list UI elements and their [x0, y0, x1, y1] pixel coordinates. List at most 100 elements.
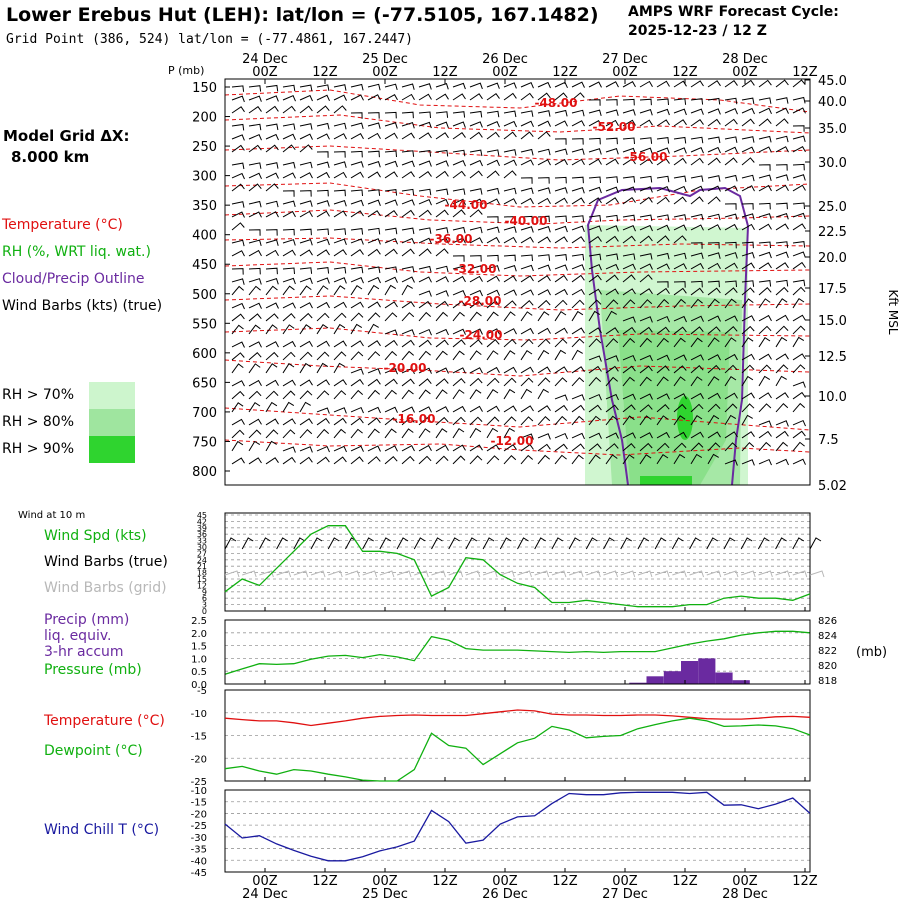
wind-barb: [435, 290, 449, 297]
wind-barb: [503, 311, 516, 322]
wind-barb: [469, 131, 483, 140]
wind-barb: [656, 287, 670, 296]
wind-barb: [537, 264, 551, 271]
wind-barb: [435, 160, 449, 167]
wind-barb: [265, 341, 279, 348]
wind-barb: [367, 406, 381, 414]
wind-barb: [571, 176, 584, 184]
wind-barb: [282, 285, 295, 296]
wind-barb: [384, 284, 397, 296]
grid-wind-barb: [345, 570, 360, 578]
wind-barb: [282, 190, 295, 197]
wind-barb: [401, 132, 415, 140]
wind-barb: [350, 340, 364, 348]
wind-barb: [622, 263, 636, 270]
wind-barb: [469, 82, 483, 90]
grid-wind-barb: [276, 570, 292, 578]
wind-barb: [775, 314, 789, 322]
wind-barb: [656, 393, 670, 400]
wind-barb: [265, 144, 279, 153]
wind-barb: [520, 177, 533, 184]
temperature-panel-frame: [224, 689, 811, 782]
grid-wind-barb: [500, 570, 515, 578]
wind-barb: [418, 416, 432, 426]
height-tick-label: 22.5: [818, 225, 847, 240]
wind-barb: [775, 251, 789, 258]
wind-barb: [537, 454, 551, 465]
wind-barb: [639, 354, 653, 362]
wind-barb: [248, 229, 261, 236]
wind-barb: [248, 351, 262, 361]
wind-barb: [316, 228, 329, 236]
wind-barb: [554, 158, 568, 166]
wind-chill-tick-label: -30: [191, 833, 207, 844]
legend-3hr-accum: 3-hr accum: [44, 644, 124, 660]
precip-tick-label: 1.5: [191, 642, 207, 653]
wind-barb: [503, 388, 516, 400]
wind-barb: [435, 227, 449, 234]
wind-barb: [639, 119, 653, 127]
wind-barb: [469, 367, 483, 374]
wind-barb: [248, 457, 262, 465]
wind-barb: [520, 350, 533, 361]
wind-barb: [231, 341, 245, 348]
wind-barb: [571, 215, 585, 222]
legend-wind-chill: Wind Chill T (°C): [44, 822, 160, 838]
wind-barb: [265, 429, 279, 439]
wind-barb: [792, 381, 806, 388]
wind-barb: [724, 459, 738, 466]
wind-barb: [707, 354, 721, 361]
wind-barb: [486, 254, 499, 262]
wind-barb: [401, 248, 415, 257]
wind-barb: [299, 379, 313, 387]
wind-barb: [724, 376, 737, 387]
wind-barb: [265, 390, 279, 400]
wind-barb: [673, 98, 687, 105]
wind-barb: [435, 328, 449, 336]
wind-barb: [299, 285, 312, 296]
wind-barb: [690, 119, 704, 127]
grid-wind-barb: [328, 570, 343, 578]
grid-wind-barb: [586, 570, 601, 578]
wind-barb: [333, 266, 347, 274]
wind-barb: [605, 197, 619, 205]
wind-barb: [724, 280, 737, 288]
wind-barb: [537, 349, 550, 361]
true-wind-barb: [585, 537, 598, 550]
wind-barb: [571, 310, 584, 322]
wind-barb: [707, 262, 721, 270]
wind-barb: [452, 93, 466, 101]
wind-barb: [333, 362, 345, 374]
wind-barb: [452, 455, 466, 465]
wind-barb: [707, 213, 721, 221]
wind-barb: [452, 255, 465, 262]
wind-barb: [554, 349, 567, 361]
wind-barb: [350, 277, 364, 284]
precip-tick-label: 2.5: [191, 616, 207, 627]
wind-barb: [588, 99, 601, 106]
wind-barb: [367, 266, 381, 274]
wind-barb: [520, 275, 534, 283]
wind-barb: [435, 265, 449, 273]
wind-barb: [571, 148, 585, 155]
wind-barb: [554, 81, 568, 89]
wind-barb: [622, 214, 636, 222]
wind-barb: [367, 122, 381, 129]
pressure-tick-label: 800: [192, 465, 217, 480]
wind-barb: [333, 249, 347, 257]
temperature-tick-label: -5: [197, 686, 207, 697]
wind-speed-tick: 24: [197, 556, 207, 565]
wind-barb: [350, 94, 364, 101]
wind-barb: [758, 298, 771, 309]
wind-barb: [350, 389, 364, 400]
wind-barb: [299, 428, 313, 439]
wind-barb: [316, 277, 330, 284]
wind-barb: [758, 79, 772, 88]
rh-key-90-swatch: [89, 436, 135, 463]
wind-barb: [469, 159, 483, 167]
wind-barb: [299, 249, 313, 257]
rh-key-70-label: RH > 70%: [2, 387, 75, 403]
wind-barb: [435, 350, 448, 361]
wind-barb: [775, 146, 789, 153]
wind-barb: [503, 149, 517, 156]
